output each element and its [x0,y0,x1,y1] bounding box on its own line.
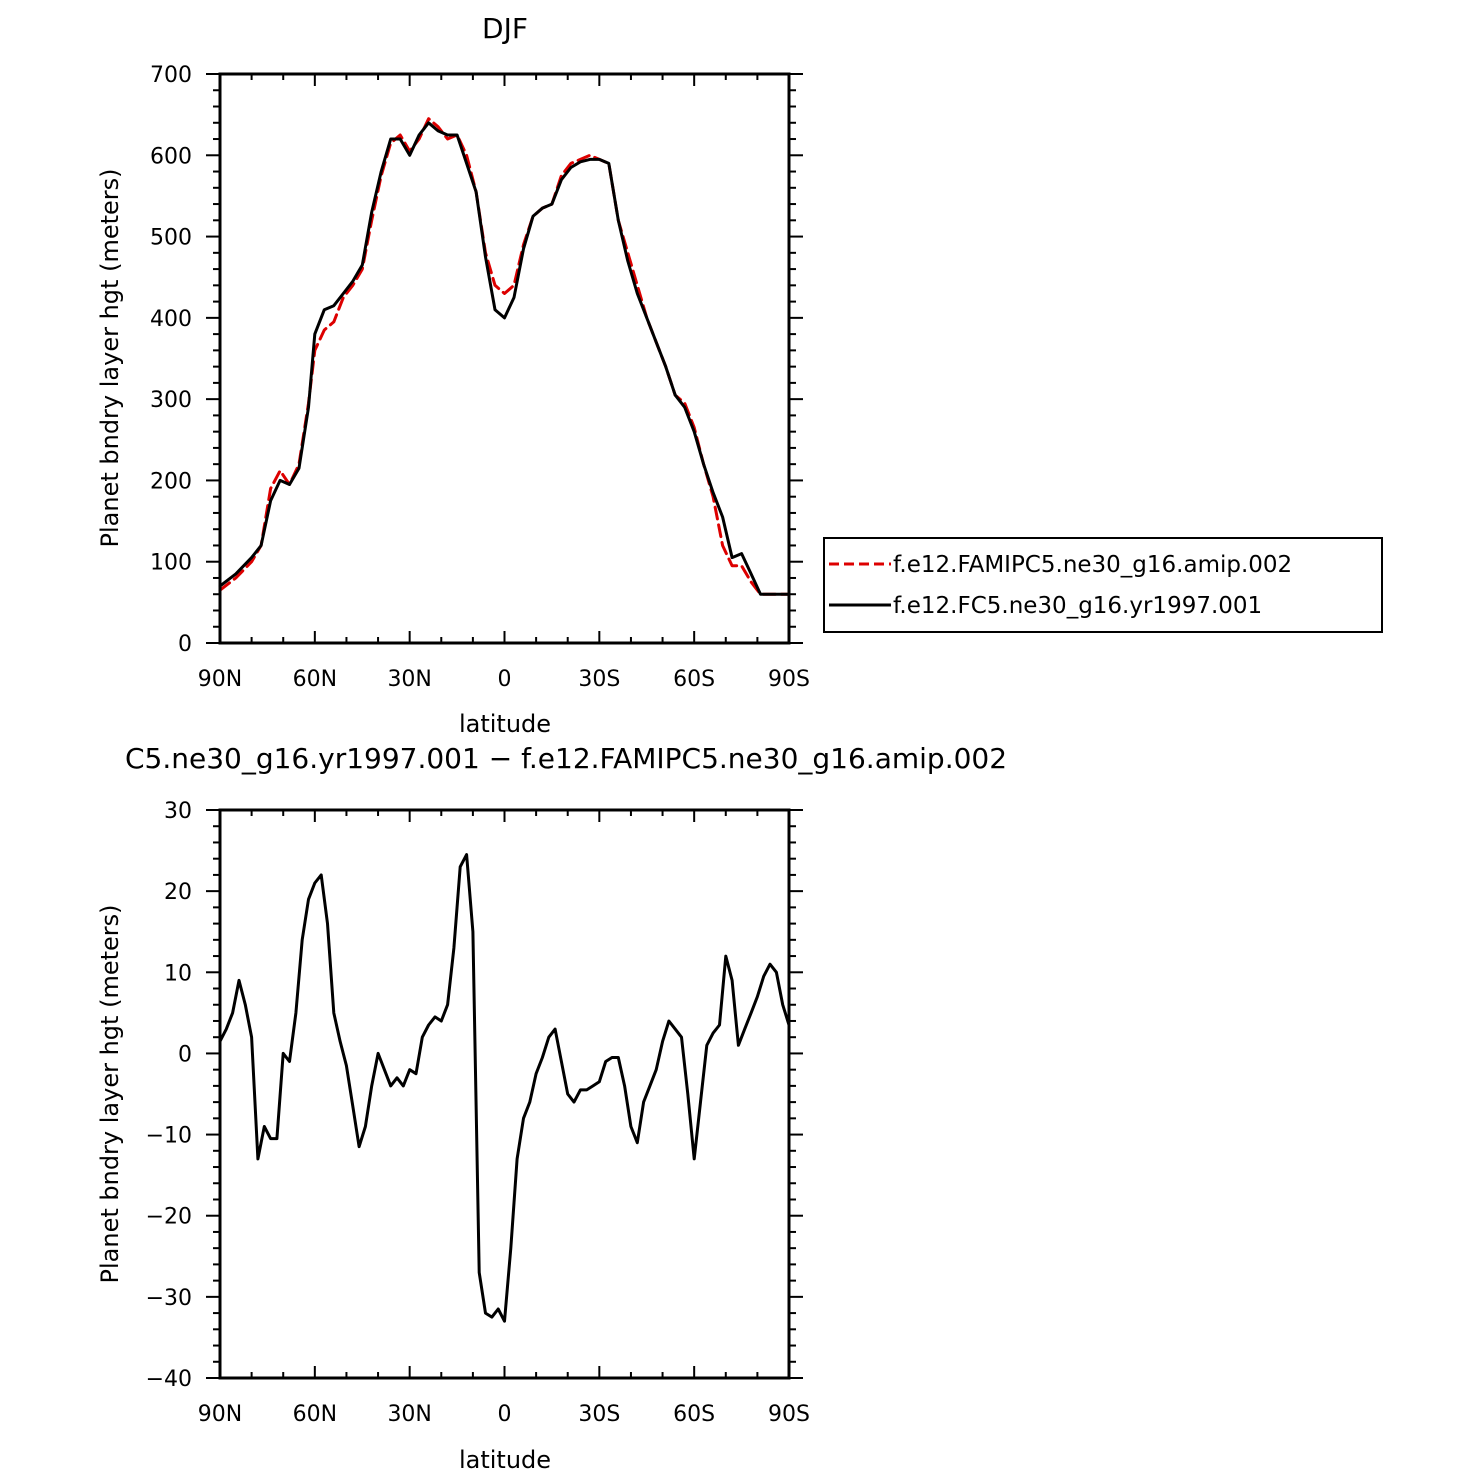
top-series-layer [218,117,791,596]
top-panel: DJF 90N 60N 30N 0 30S 60S 90S 0 100 200 300 400 500 6… [96,12,810,738]
bottom-x-tick-label: 90N [198,1402,242,1427]
top-x-tick-label: 90S [768,667,810,692]
top-x-tick-label: 0 [498,667,512,692]
bottom-series-layer [218,853,791,1323]
bottom-chart-title: C5.ne30_g16.yr1997.001 − f.e12.FAMIPC5.n… [125,742,1007,775]
bottom-plot-frame [218,808,791,1380]
bottom-y-tick-label: 10 [164,961,192,986]
top-series-line-1 [218,121,791,596]
bottom-panel: C5.ne30_g16.yr1997.001 − f.e12.FAMIPC5.n… [96,742,1007,1474]
top-y-tick-label: 300 [150,388,192,413]
legend-label-amip: f.e12.FAMIPC5.ne30_g16.amip.002 [893,552,1292,578]
top-y-tick-label: 100 [150,551,192,576]
bottom-y-tick-label: −20 [146,1205,192,1230]
top-x-tick-label: 30N [387,667,431,692]
top-x-tick-label: 30S [578,667,620,692]
legend-label-fc5: f.e12.FC5.ne30_g16.yr1997.001 [893,593,1262,619]
top-x-tick-label: 90N [198,667,242,692]
top-y-tick-label: 200 [150,469,192,494]
bottom-series-line-0 [218,853,791,1323]
bottom-x-tick-label: 0 [498,1402,512,1427]
top-y-tick-label: 400 [150,307,192,332]
bottom-y-tick-label: 0 [178,1042,192,1067]
top-x-tick-label: 60S [673,667,715,692]
top-chart-title: DJF [482,12,528,45]
legend: f.e12.FAMIPC5.ne30_g16.amip.002 f.e12.FC… [823,537,1383,633]
bottom-y-axis-title: Planet bndry layer hgt (meters) [96,905,124,1284]
bottom-y-tick-label: 20 [164,880,192,905]
bottom-y-tick-label: −10 [146,1124,192,1149]
top-y-tick-label: 0 [178,632,192,657]
top-y-tick-label: 700 [150,63,192,88]
bottom-y-tick-label: −30 [146,1286,192,1311]
bottom-x-tick-label: 60S [673,1402,715,1427]
top-x-axis-title: latitude [459,710,551,738]
legend-box [823,537,1383,633]
top-axes: 90N 60N 30N 0 30S 60S 90S 0 100 200 300 400 500 600 70… [150,63,810,692]
top-y-tick-label: 600 [150,144,192,169]
top-plot-frame [218,72,791,645]
top-y-tick-label: 500 [150,226,192,251]
bottom-x-tick-label: 30N [387,1402,431,1427]
bottom-axes: 90N 60N 30N 0 30S 60S 90S −40 −30 −20 −10 0 10 20 30 [146,799,810,1427]
top-y-axis-title: Planet bndry layer hgt (meters) [96,169,124,548]
top-x-tick-label: 60N [293,667,337,692]
bottom-x-tick-label: 60N [293,1402,337,1427]
bottom-x-tick-label: 90S [768,1402,810,1427]
bottom-x-axis-title: latitude [459,1446,551,1474]
bottom-x-tick-label: 30S [578,1402,620,1427]
bottom-y-tick-label: −40 [146,1367,192,1392]
bottom-y-tick-label: 30 [164,799,192,824]
top-series-line-0 [218,117,791,596]
